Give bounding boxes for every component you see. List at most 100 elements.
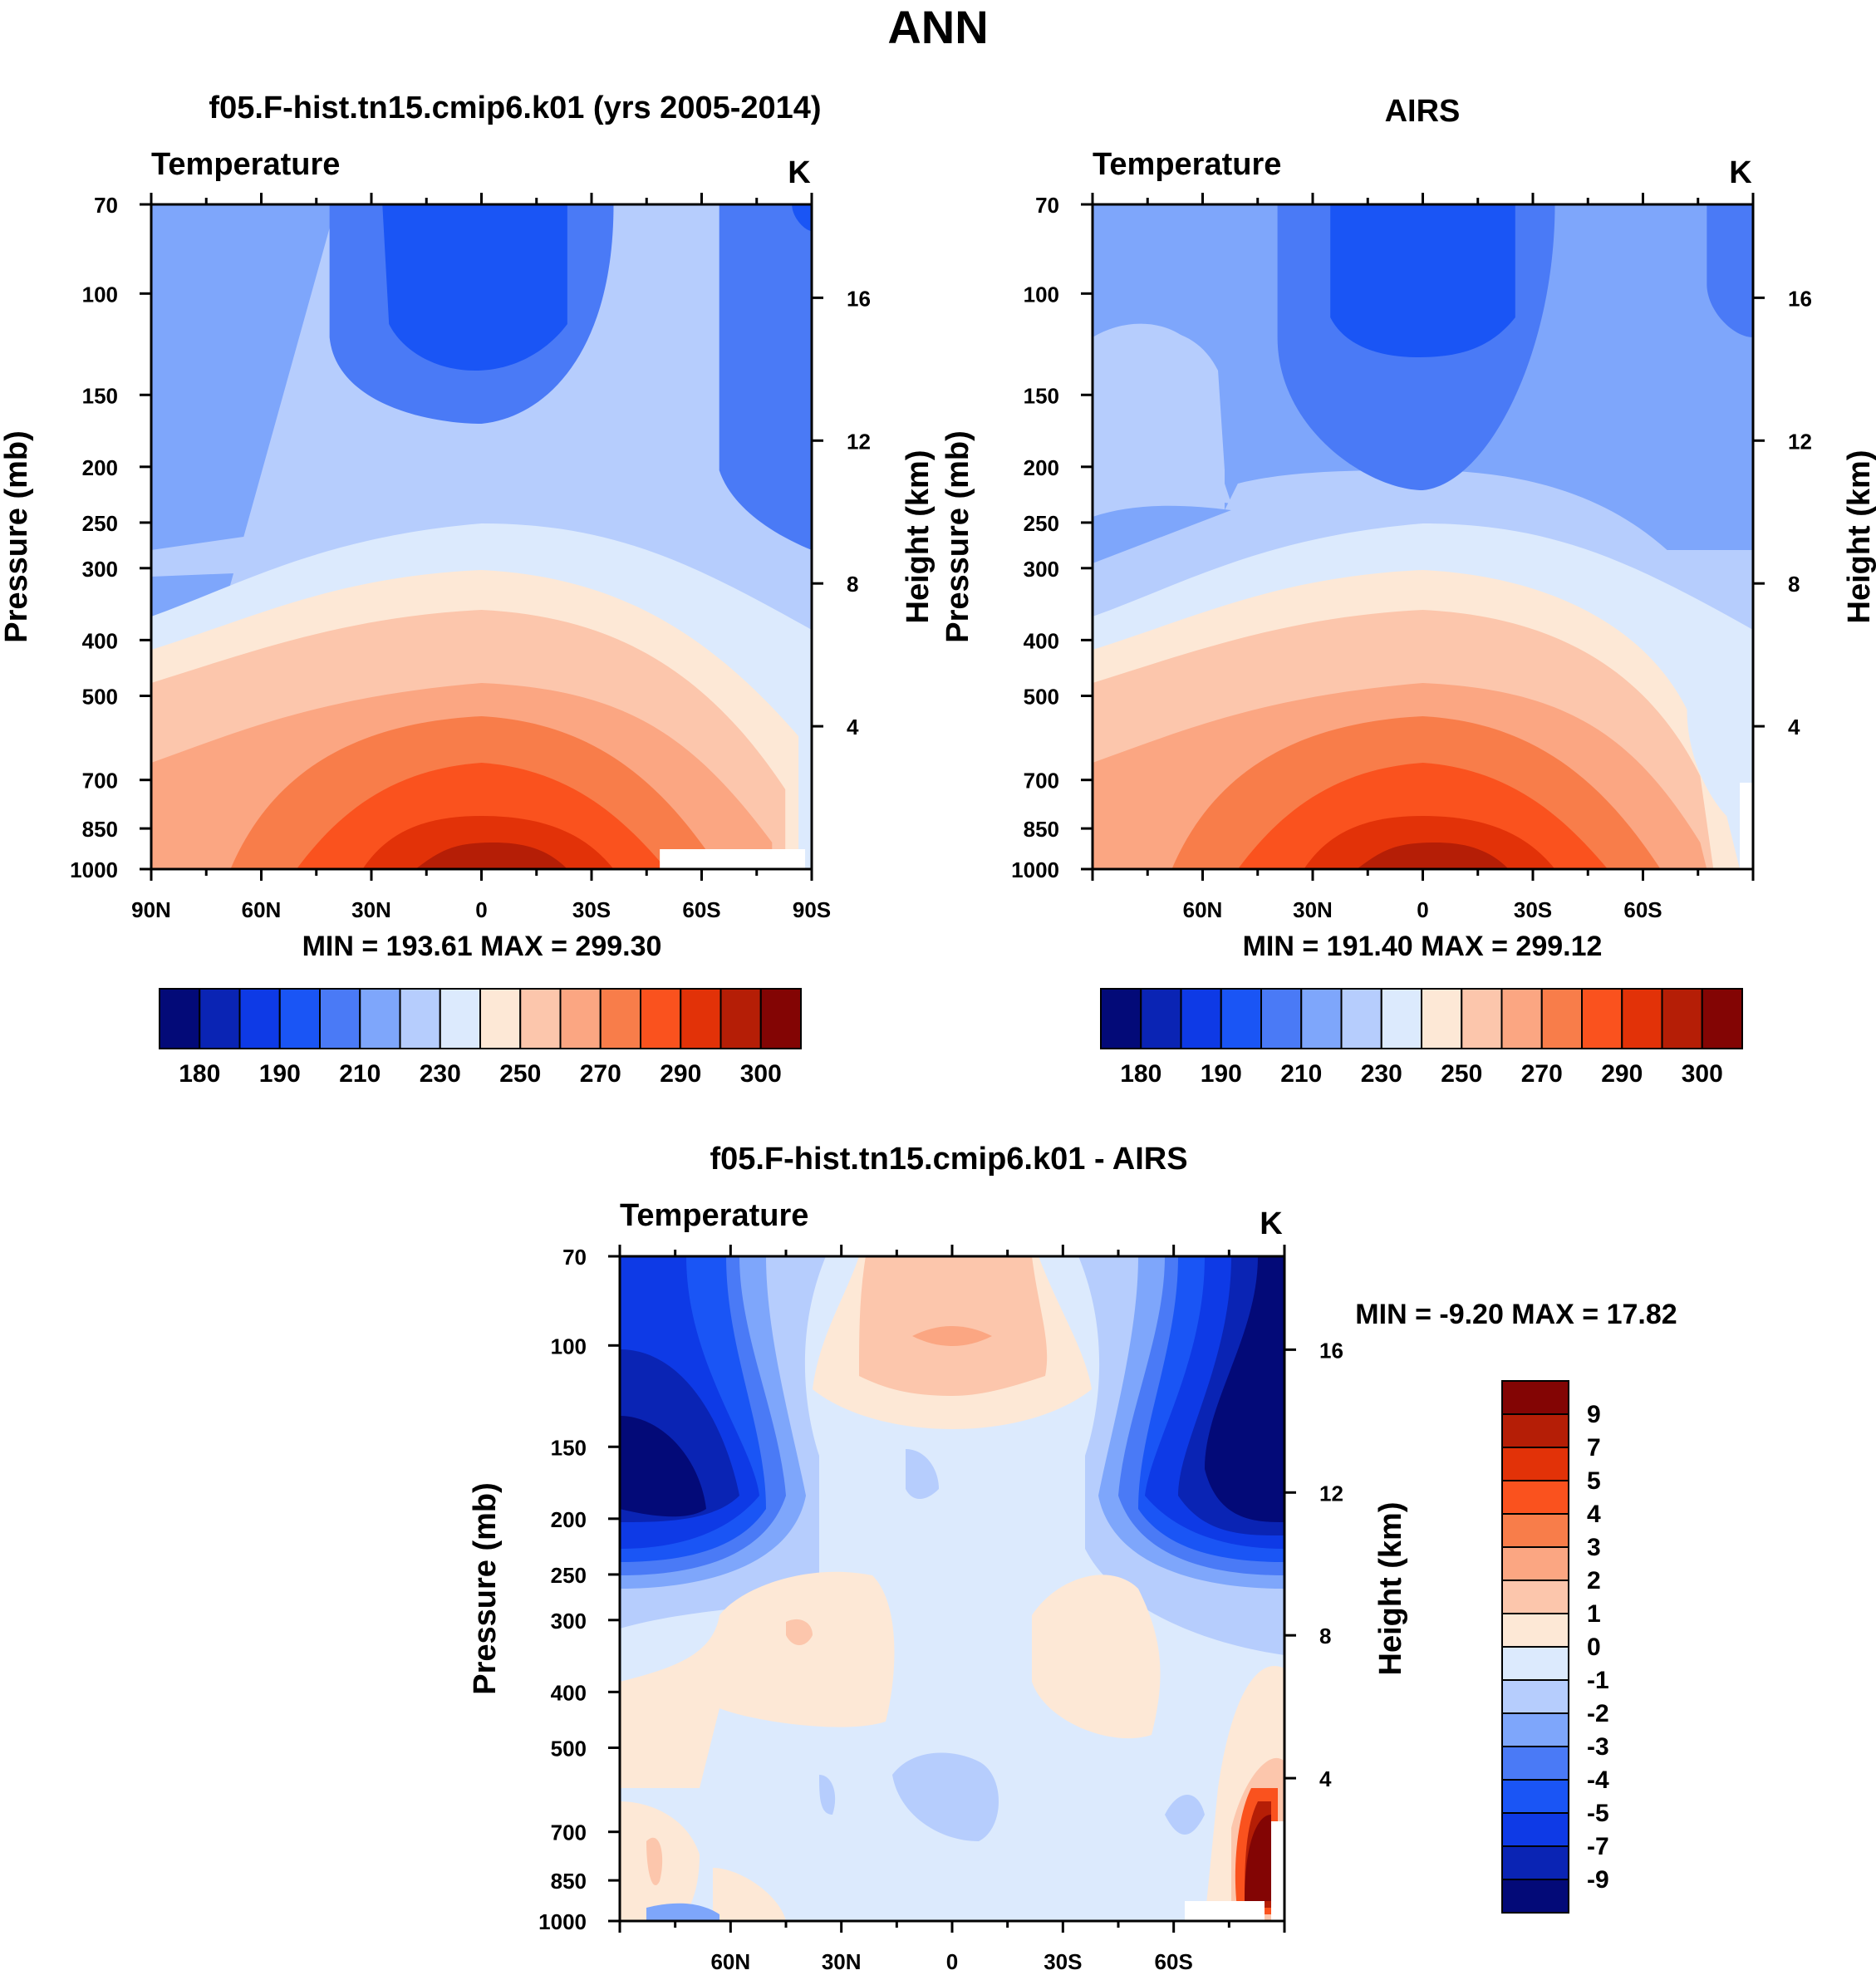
height-tick-label: 4 bbox=[1319, 1766, 1332, 1791]
height-tick-label: 8 bbox=[847, 572, 858, 597]
y-tick-label: 400 bbox=[82, 628, 118, 653]
colorbar-swatch bbox=[1421, 988, 1463, 1049]
colorbar-swatch bbox=[479, 988, 522, 1049]
colorbar-model: 180 190 210 230 250 270 290 300 bbox=[159, 988, 802, 1088]
colorbar-swatch bbox=[1180, 988, 1222, 1049]
colorbar-label: -5 bbox=[1587, 1800, 1609, 1827]
colorbar-label: 190 bbox=[1201, 1060, 1242, 1088]
colorbar-label: -2 bbox=[1587, 1700, 1609, 1727]
y-tick-label: 150 bbox=[551, 1435, 587, 1460]
panel-diff-variable-label: Temperature bbox=[620, 1198, 808, 1233]
colorbar-label: 300 bbox=[740, 1060, 782, 1088]
colorbar-label: 300 bbox=[1682, 1060, 1723, 1088]
panel-obs-stats: MIN = 191.40 MAX = 299.12 bbox=[1243, 931, 1603, 962]
colorbar-swatch bbox=[1501, 1712, 1569, 1747]
colorbar-label: 4 bbox=[1587, 1501, 1601, 1528]
panel-obs: AIRS Temperature K bbox=[940, 94, 1876, 962]
colorbar-swatch bbox=[319, 988, 361, 1049]
y-tick-label: 500 bbox=[551, 1736, 587, 1761]
colorbar-swatch bbox=[1501, 1646, 1569, 1681]
x-tick-label: 90S bbox=[793, 897, 831, 922]
colorbar-swatch bbox=[359, 988, 401, 1049]
colorbar-swatch bbox=[1100, 988, 1142, 1049]
panel-diff-units: K bbox=[1260, 1206, 1283, 1241]
colorbar-label: 250 bbox=[1441, 1060, 1482, 1088]
y-tick-label: 1000 bbox=[1011, 857, 1059, 882]
height-tick-label: 12 bbox=[1788, 429, 1812, 454]
colorbar-label: 3 bbox=[1587, 1534, 1601, 1561]
y-tick-label: 150 bbox=[82, 383, 118, 408]
y-axis-title: Pressure (mb) bbox=[468, 1482, 503, 1695]
x-tick-label: 30S bbox=[1044, 1949, 1082, 1974]
x-tick-label: 60N bbox=[1183, 897, 1223, 922]
y-tick-label: 70 bbox=[1035, 193, 1059, 218]
y-tick-label: 300 bbox=[551, 1609, 587, 1634]
colorbar-swatch bbox=[719, 988, 762, 1049]
height-tick-label: 4 bbox=[1788, 715, 1800, 739]
colorbar-label: 290 bbox=[1601, 1060, 1643, 1088]
colorbar-swatch bbox=[1140, 988, 1182, 1049]
y-tick-label: 850 bbox=[82, 817, 118, 842]
x-tick-label: 60S bbox=[682, 897, 720, 922]
x-tick-label: 30S bbox=[572, 897, 611, 922]
panel-diff-plot-area bbox=[618, 1255, 1286, 1923]
y-tick-label: 400 bbox=[1024, 628, 1059, 653]
y-tick-label: 70 bbox=[562, 1245, 587, 1270]
y-tick-label: 500 bbox=[82, 684, 118, 709]
colorbar-swatch bbox=[1501, 1380, 1569, 1415]
colorbar-swatch bbox=[1501, 1845, 1569, 1880]
colorbar-swatch bbox=[680, 988, 722, 1049]
colorbar-swatch bbox=[1501, 1679, 1569, 1714]
y-tick-label: 850 bbox=[1024, 817, 1059, 842]
colorbar-swatch bbox=[1501, 1413, 1569, 1448]
y-tick-label: 200 bbox=[82, 455, 118, 480]
y-tick-label: 250 bbox=[82, 511, 118, 536]
panel-diff-title: f05.F-hist.tn15.cmip6.k01 - AIRS bbox=[710, 1142, 1187, 1177]
x-tick-label: 30S bbox=[1514, 897, 1552, 922]
colorbar-swatch bbox=[1501, 1613, 1569, 1648]
colorbar-label: 0 bbox=[1587, 1634, 1601, 1661]
y-tick-label: 300 bbox=[82, 557, 118, 582]
y-tick-label: 200 bbox=[551, 1507, 587, 1532]
colorbar-swatch bbox=[1701, 988, 1743, 1049]
panel-diff: f05.F-hist.tn15.cmip6.k01 - AIRS Tempera… bbox=[468, 1142, 1677, 1974]
colorbar-swatch bbox=[159, 988, 201, 1049]
y-tick-label: 250 bbox=[1024, 511, 1059, 536]
colorbar-obs: 180 190 210 230 250 270 290 300 bbox=[1100, 988, 1743, 1088]
colorbar-swatch bbox=[1501, 1779, 1569, 1814]
colorbar-label: 180 bbox=[1120, 1060, 1161, 1088]
panel-model-variable-label: Temperature bbox=[151, 147, 340, 182]
x-tick-label: 30N bbox=[822, 1949, 862, 1974]
x-tick-label: 60N bbox=[242, 897, 282, 922]
x-tick-label: 0 bbox=[946, 1949, 958, 1974]
colorbar-swatch bbox=[1260, 988, 1303, 1049]
y-tick-label: 100 bbox=[1024, 282, 1059, 307]
colorbar-swatch bbox=[1501, 1746, 1569, 1781]
height-tick-label: 16 bbox=[847, 286, 871, 311]
colorbar-swatch bbox=[1501, 1513, 1569, 1548]
colorbar-label: 180 bbox=[179, 1060, 220, 1088]
panel-model-title: f05.F-hist.tn15.cmip6.k01 (yrs 2005-2014… bbox=[209, 91, 821, 125]
colorbar-label: 290 bbox=[660, 1060, 701, 1088]
height-tick-label: 16 bbox=[1788, 286, 1812, 311]
x-tick-label: 30N bbox=[351, 897, 391, 922]
y-tick-label: 400 bbox=[551, 1680, 587, 1705]
height-tick-label: 8 bbox=[1319, 1624, 1331, 1648]
colorbar-swatch bbox=[1501, 1480, 1569, 1515]
colorbar-swatch bbox=[1621, 988, 1663, 1049]
colorbar-swatch bbox=[278, 988, 321, 1049]
y-tick-label: 700 bbox=[82, 769, 118, 793]
panel-model-plot-area bbox=[150, 203, 813, 871]
colorbar-swatch bbox=[1661, 988, 1703, 1049]
y-tick-label: 150 bbox=[1024, 383, 1059, 408]
colorbar-label: 270 bbox=[580, 1060, 621, 1088]
colorbar-swatch bbox=[399, 988, 441, 1049]
colorbar-label: 1 bbox=[1587, 1600, 1601, 1628]
colorbar-label: 9 bbox=[1587, 1401, 1601, 1428]
colorbar-swatch bbox=[439, 988, 481, 1049]
height-axis-title: Height (km) bbox=[901, 450, 936, 624]
panel-model-stats: MIN = 193.61 MAX = 299.30 bbox=[302, 931, 662, 962]
height-tick-label: 16 bbox=[1319, 1338, 1343, 1363]
colorbar-label: 230 bbox=[420, 1060, 461, 1088]
figure-title: ANN bbox=[887, 1, 988, 53]
